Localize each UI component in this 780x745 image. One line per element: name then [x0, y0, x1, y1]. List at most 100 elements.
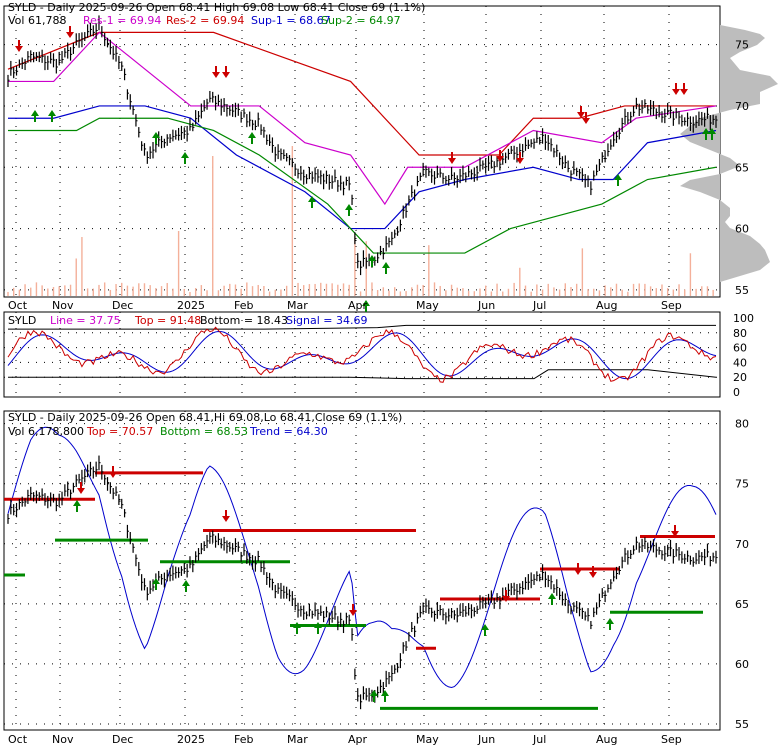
- sell-arrow: [589, 566, 597, 578]
- signal-line: [7, 330, 717, 380]
- x-tick-label: Feb: [234, 733, 253, 745]
- volume-bar: [655, 288, 657, 296]
- oscillator-bottom-line: [8, 369, 717, 380]
- volume-bar: [172, 288, 174, 296]
- volume-bar: [462, 288, 464, 296]
- buy-arrow: [248, 132, 256, 144]
- volume-bar: [399, 291, 402, 296]
- trend-bottom-label: Bottom = 68.53: [160, 425, 248, 438]
- x-tick-label: 2025: [177, 299, 205, 312]
- volume-bar: [297, 282, 299, 296]
- sell-arrow: [672, 83, 680, 95]
- volume-bar: [701, 286, 703, 296]
- volume-bar: [12, 287, 15, 296]
- volume-bar: [496, 283, 498, 296]
- volume-bar: [132, 286, 134, 296]
- volume-bar: [126, 285, 129, 296]
- sup2-label: Sup-2 = 64.97: [321, 14, 401, 27]
- volume-bar: [18, 289, 21, 296]
- volume-bar: [200, 285, 203, 296]
- volume-bar: [155, 288, 157, 296]
- x-tick-label: Feb: [234, 299, 253, 312]
- buy-arrow: [382, 262, 390, 274]
- volume-bar: [274, 289, 276, 296]
- volume-bar: [541, 289, 544, 296]
- volume-bar: [308, 284, 311, 296]
- buy-arrow: [31, 110, 39, 122]
- res2-label: Res-2 = 69.94: [166, 14, 244, 27]
- volume-bar: [604, 285, 606, 296]
- volume-bar: [382, 287, 385, 296]
- buy-arrow: [182, 580, 190, 592]
- trend-panel-title: SYLD - Daily 2025-09-26 Open 68.41,Hi 69…: [8, 411, 402, 424]
- x-tick-label: Dec: [112, 299, 133, 312]
- buy-arrow: [368, 255, 376, 267]
- sell-arrow: [516, 152, 524, 164]
- volume-bar: [479, 288, 481, 296]
- buy-arrow: [48, 110, 56, 122]
- volume-bar: [115, 284, 117, 296]
- volume-bar: [166, 283, 168, 296]
- volume-label: Vol 61,788: [8, 14, 66, 27]
- x-tick-label: Mar: [287, 733, 308, 745]
- buy-arrow: [702, 128, 710, 140]
- volume-bar: [217, 290, 220, 296]
- volume-bar: [536, 284, 538, 296]
- y-tick-label: 0: [733, 386, 740, 399]
- volume-bar: [627, 291, 629, 296]
- y-tick-label: 55: [735, 718, 749, 731]
- volume-bar: [138, 283, 140, 296]
- volume-bar: [98, 284, 100, 296]
- sell-arrow: [109, 466, 117, 478]
- x-tick-label: Sep: [661, 733, 682, 745]
- volume-bar: [24, 284, 26, 296]
- volume-bar: [342, 283, 345, 296]
- buy-arrow: [481, 624, 489, 636]
- volume-bar: [160, 286, 163, 296]
- buy-arrow: [308, 196, 316, 208]
- x-tick-label: Aug: [596, 299, 617, 312]
- sell-arrow: [671, 525, 679, 537]
- volume-bar: [422, 284, 424, 296]
- volume-bar: [484, 285, 487, 296]
- volume-bar: [212, 156, 214, 296]
- signal-arrows: [15, 26, 716, 312]
- volume-bar: [649, 286, 652, 296]
- x-tick-label: Nov: [52, 733, 74, 745]
- trend-volume-label: Vol 6,178,800: [8, 425, 84, 438]
- x-axis-top: Oct Nov Dec 2025 Feb Mar Apr May Jun Jul Aug Sep: [8, 299, 682, 312]
- x-tick-label: May: [416, 733, 439, 745]
- volume-bar: [314, 283, 316, 296]
- volume-bar: [47, 288, 49, 296]
- buy-arrow: [381, 690, 389, 702]
- volume-bar: [530, 291, 532, 296]
- volume-bar: [672, 289, 675, 296]
- volume-bar: [92, 288, 95, 296]
- buy-arrow: [606, 618, 614, 630]
- volume-bar: [35, 282, 38, 296]
- volume-bar: [621, 289, 623, 296]
- y-tick-label: 60: [735, 223, 749, 236]
- sell-arrow: [577, 106, 585, 118]
- volume-bar: [331, 283, 333, 296]
- volume-bar: [58, 286, 60, 296]
- buy-arrow: [345, 204, 353, 216]
- y-tick-label: 65: [735, 598, 749, 611]
- sell-arrow: [66, 26, 74, 38]
- buy-arrow: [181, 152, 189, 164]
- y-tick-label: 40: [733, 356, 747, 369]
- volume-bar: [194, 288, 197, 296]
- volume-bar: [52, 287, 55, 296]
- volume-bar: [661, 284, 663, 296]
- buy-arrow: [362, 300, 370, 312]
- sup2-line: [8, 117, 717, 254]
- volume-bar: [632, 283, 635, 296]
- sell-arrow: [574, 563, 582, 575]
- buy-arrow: [614, 174, 622, 186]
- x-tick-label: Nov: [52, 299, 74, 312]
- volume-bar: [240, 288, 242, 296]
- volume-bar: [41, 285, 43, 296]
- volume-bar: [388, 290, 390, 296]
- buy-arrow: [293, 622, 301, 634]
- sell-arrow: [15, 40, 23, 52]
